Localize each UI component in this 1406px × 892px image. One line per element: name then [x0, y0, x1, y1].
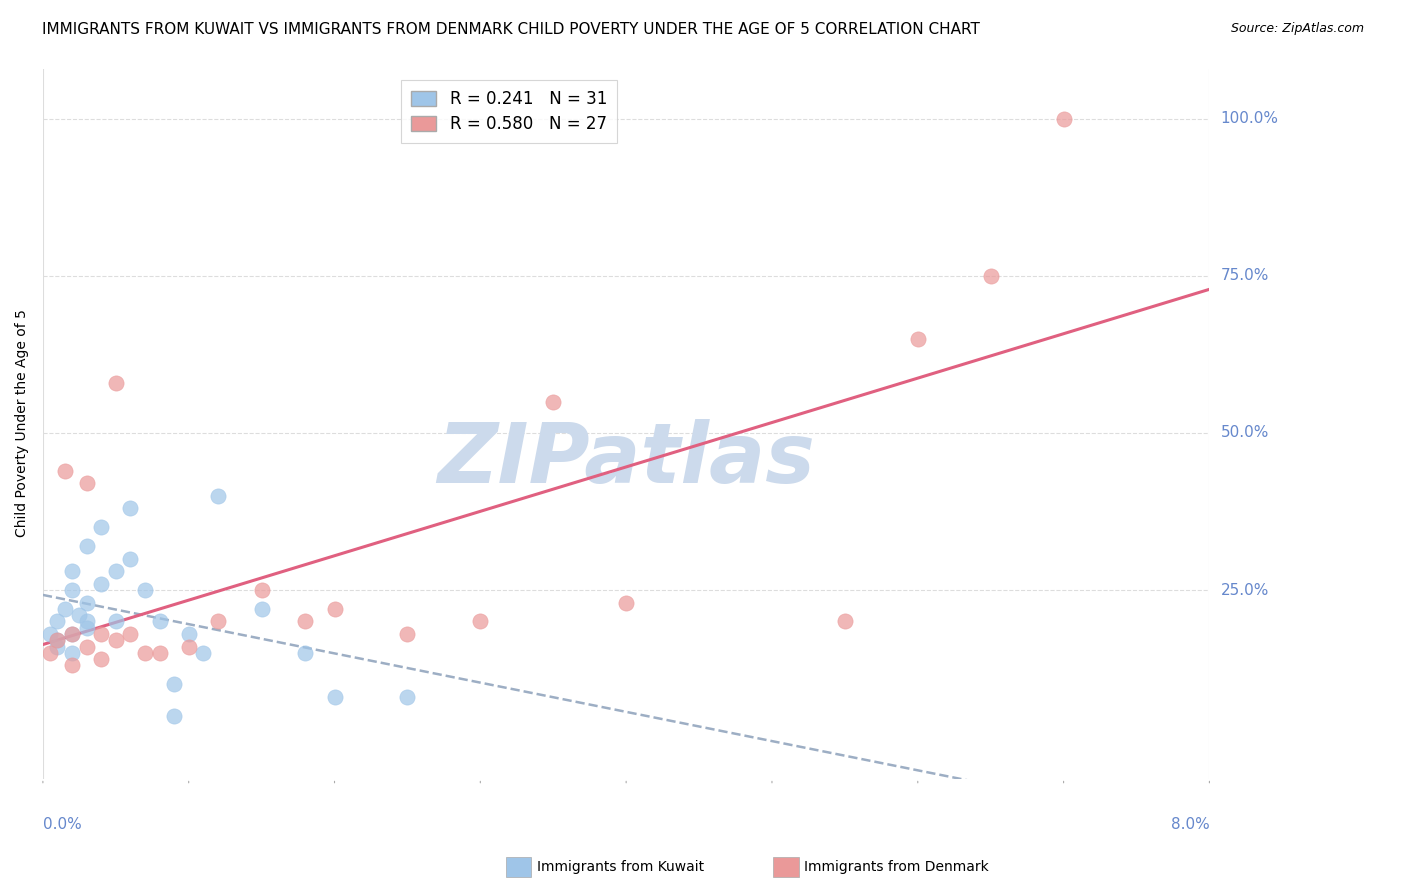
Point [104, 564, 127, 578]
Point [396, 627, 419, 641]
Point [90, 627, 112, 641]
Point [90, 652, 112, 666]
Point [1052, 112, 1074, 126]
Point [76, 596, 98, 610]
Point [60, 646, 83, 660]
Point [90, 576, 112, 591]
Point [294, 646, 316, 660]
Point [163, 677, 186, 691]
Point [76, 621, 98, 635]
Point [134, 582, 156, 597]
Point [104, 376, 127, 390]
Point [76, 615, 98, 629]
Point [250, 582, 273, 597]
Point [46, 615, 69, 629]
Point [396, 690, 419, 704]
Point [39, 646, 62, 660]
Y-axis label: Child Poverty Under the Age of 5: Child Poverty Under the Age of 5 [15, 310, 30, 538]
Point [834, 615, 856, 629]
Point [541, 394, 564, 409]
Point [76, 640, 98, 654]
Point [76, 539, 98, 553]
Point [60, 658, 83, 673]
Point [104, 615, 127, 629]
Text: Immigrants from Denmark: Immigrants from Denmark [804, 860, 988, 874]
Point [163, 708, 186, 723]
Point [39, 627, 62, 641]
Point [67, 608, 90, 623]
Text: IMMIGRANTS FROM KUWAIT VS IMMIGRANTS FROM DENMARK CHILD POVERTY UNDER THE AGE OF: IMMIGRANTS FROM KUWAIT VS IMMIGRANTS FRO… [42, 22, 980, 37]
Point [177, 640, 200, 654]
Point [46, 633, 69, 648]
Point [60, 582, 83, 597]
Point [60, 627, 83, 641]
Point [250, 602, 273, 616]
Point [76, 476, 98, 491]
Legend: R = 0.241   N = 31, R = 0.580   N = 27: R = 0.241 N = 31, R = 0.580 N = 27 [401, 80, 617, 143]
Point [294, 615, 316, 629]
Text: 100.0%: 100.0% [1220, 112, 1278, 127]
Point [60, 564, 83, 578]
Point [177, 627, 200, 641]
Point [90, 520, 112, 534]
Point [120, 551, 142, 566]
Point [207, 489, 229, 503]
Point [148, 615, 170, 629]
Point [46, 633, 69, 648]
Point [120, 627, 142, 641]
Point [46, 640, 69, 654]
Point [193, 646, 215, 660]
Text: 25.0%: 25.0% [1220, 582, 1268, 598]
Point [104, 633, 127, 648]
Point [907, 332, 929, 346]
Point [980, 268, 1002, 283]
Text: 75.0%: 75.0% [1220, 268, 1268, 284]
Point [134, 646, 156, 660]
Text: 8.0%: 8.0% [1171, 817, 1209, 832]
Point [60, 627, 83, 641]
Point [470, 615, 492, 629]
Text: Immigrants from Kuwait: Immigrants from Kuwait [537, 860, 704, 874]
Text: 0.0%: 0.0% [44, 817, 82, 832]
Point [53, 602, 76, 616]
Text: 50.0%: 50.0% [1220, 425, 1268, 441]
Point [53, 464, 76, 478]
Point [614, 596, 637, 610]
Text: Source: ZipAtlas.com: Source: ZipAtlas.com [1230, 22, 1364, 36]
Text: ZIPatlas: ZIPatlas [437, 418, 815, 500]
Point [120, 501, 142, 516]
Point [323, 602, 346, 616]
Point [207, 615, 229, 629]
Point [148, 646, 170, 660]
Point [323, 690, 346, 704]
